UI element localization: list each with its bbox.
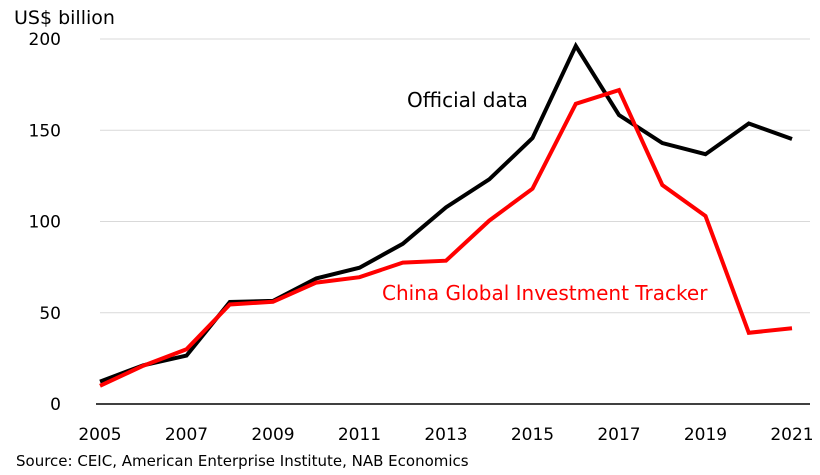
series-lines [99,41,793,388]
series-line-china-global-investment-tracker [99,87,793,388]
x-tick-label: 2019 [684,425,727,445]
y-axis-unit-label: US$ billion [14,7,115,29]
y-tick-label: 100 [29,213,61,233]
x-tick-label: 2017 [597,425,640,445]
x-tick-label: 2005 [78,425,121,445]
x-tick-label: 2007 [165,425,208,445]
y-tick-labels: 0 50 100 150 200 [29,30,61,415]
y-tick-label: 200 [29,30,61,50]
y-tick-label: 0 [50,395,61,415]
x-tick-label: 2013 [424,425,467,445]
source-note: Source: CEIC, American Enterprise Instit… [16,452,469,470]
series-label-official-data: Official data [407,88,528,112]
x-tick-label: 2009 [251,425,294,445]
series-label-china-global-investment-tracker: China Global Investment Tracker [382,281,708,305]
x-tick-labels: 2005 2007 2009 2011 2013 2015 2017 2019 2021 [78,425,813,445]
y-tick-label: 50 [39,304,61,324]
y-tick-label: 150 [29,121,61,141]
gridlines [100,38,810,314]
x-tick-label: 2021 [770,425,813,445]
x-tick-label: 2011 [338,425,381,445]
x-tick-label: 2015 [511,425,554,445]
